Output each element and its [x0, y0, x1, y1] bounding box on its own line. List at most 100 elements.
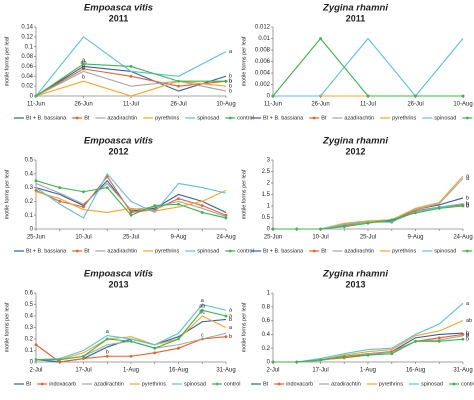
y-tick-label: 0.002	[255, 82, 271, 88]
series-line	[272, 37, 463, 97]
legend-label: spinosad	[434, 248, 456, 254]
significance-letter: a	[201, 298, 205, 304]
y-tick-label: 0.1	[25, 44, 34, 50]
legend-label: pyrethrins	[392, 248, 416, 254]
y-tick-label: 0.4	[25, 171, 34, 177]
legend-label: spinosad	[434, 115, 456, 121]
legend-label: pyrethrins	[142, 381, 166, 387]
legend-marker	[228, 249, 232, 253]
y-tick-label: 2.5	[262, 169, 271, 175]
chart-title: Zygina rhamni	[322, 3, 388, 14]
x-tick-label: 24-Aug	[453, 235, 472, 241]
point	[34, 343, 38, 347]
legend-label: control	[237, 248, 254, 254]
y-tick-label: 3	[267, 158, 271, 164]
point	[224, 216, 228, 220]
x-tick-label: 25-Jun	[264, 235, 282, 241]
y-tick-label: 0	[267, 227, 271, 233]
series-line	[35, 303, 227, 361]
legend-label: spinosad	[197, 115, 219, 121]
legend-label: Bt + B. bassiana	[263, 115, 304, 121]
significance-letter: a	[229, 49, 233, 55]
y-tick-label: 0.4	[25, 314, 34, 320]
significance-letter: ab	[199, 304, 205, 310]
point	[129, 211, 133, 214]
point	[129, 74, 133, 78]
y-tick-label: 2	[267, 181, 271, 187]
legend-marker	[312, 116, 316, 120]
series-line	[35, 189, 227, 213]
y-tick-label: 0.2	[262, 346, 271, 352]
significance-letter: bc	[199, 309, 205, 315]
y-tick-label: 0	[30, 227, 34, 233]
point	[200, 211, 204, 214]
legend-label: spinosad	[184, 381, 206, 387]
series-line	[36, 315, 227, 361]
point	[414, 339, 417, 343]
significance-letter: b	[466, 202, 469, 208]
y-tick-label: 1	[267, 291, 271, 297]
significance-letter: b	[229, 334, 232, 340]
legend-marker	[465, 249, 469, 253]
point	[319, 227, 322, 231]
point	[82, 190, 85, 194]
point	[437, 336, 441, 340]
legend-label: azadirachtin	[331, 381, 361, 387]
significance-letter: a	[466, 301, 470, 307]
significance-letter: b	[466, 337, 469, 343]
series-line	[35, 182, 227, 218]
point	[177, 79, 180, 83]
y-tick-label: 1	[267, 204, 271, 210]
point	[271, 227, 275, 231]
point	[319, 37, 322, 40]
legend-label: indoxacarb	[286, 381, 313, 387]
point	[105, 186, 109, 190]
y-tick-label: 0.1	[25, 213, 34, 219]
point	[342, 225, 346, 229]
point	[153, 204, 157, 207]
legend-label: Bt	[321, 248, 327, 254]
legend-marker	[75, 116, 79, 120]
point	[177, 346, 180, 350]
y-tick-label: 0.01	[258, 36, 270, 42]
x-tick-label: 26-Jul	[170, 102, 186, 108]
y-axis-label: motile forms per leaf	[4, 302, 10, 352]
legend-label: pyrethrins	[392, 115, 416, 121]
point	[82, 205, 85, 209]
point	[224, 79, 228, 83]
legend-marker	[277, 382, 281, 386]
significance-letter: b	[106, 350, 109, 356]
x-tick-label: 26-Jun	[74, 102, 92, 108]
x-tick-label: 1-Aug	[123, 368, 139, 374]
x-tick-label: 11-Jul	[360, 102, 376, 108]
x-tick-label: 26-Jul	[407, 102, 423, 108]
y-tick-label: 0	[267, 360, 271, 366]
y-tick-label: 0.2	[25, 337, 34, 343]
legend-label: control	[237, 115, 254, 121]
significance-letter: b	[466, 203, 469, 209]
legend-label: spinosad	[421, 381, 443, 387]
point	[34, 188, 38, 192]
series-line	[273, 338, 464, 363]
legend-label: spinosad	[197, 248, 219, 254]
y-tick-label: 0.008	[255, 48, 271, 54]
point	[200, 308, 204, 312]
legend-label: azadirachtin	[107, 248, 137, 254]
x-tick-label: 16-Aug	[169, 368, 188, 374]
x-tick-label: 31-Aug	[453, 368, 472, 374]
point	[34, 358, 38, 362]
point	[82, 67, 85, 71]
legend-marker	[75, 249, 79, 253]
significance-letter: b	[82, 75, 85, 81]
series-line	[35, 68, 227, 97]
x-tick-label: 11-Jul	[123, 102, 139, 108]
chart-subtitle: 2013	[108, 279, 128, 289]
point	[461, 337, 465, 341]
point	[414, 211, 417, 215]
significance-letter: b	[229, 84, 232, 90]
x-tick-label: 31-Aug	[216, 368, 235, 374]
point	[271, 94, 275, 98]
x-tick-label: 11-Jun	[27, 102, 45, 108]
point	[366, 94, 370, 98]
point	[177, 337, 180, 341]
